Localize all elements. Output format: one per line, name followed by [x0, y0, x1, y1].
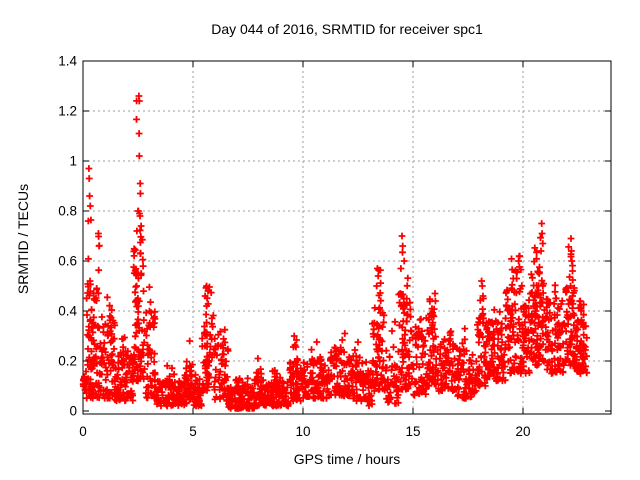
scatter-points-layer	[79, 92, 591, 412]
plot-frame	[82, 60, 612, 415]
chart-title: Day 044 of 2016, SRMTID for receiver spc…	[211, 21, 483, 37]
x-tick-label: 5	[189, 424, 197, 439]
y-tick-label: 1.2	[58, 104, 77, 119]
y-tick-label: 0.4	[58, 304, 77, 319]
x-tick-label: 20	[515, 424, 530, 439]
x-tick-label: 10	[295, 424, 310, 439]
y-tick-label: 0.6	[58, 254, 77, 269]
y-tick-label: 0	[69, 404, 77, 419]
y-axis-label: SRMTID / TECUs	[15, 184, 31, 294]
y-tick-label: 1.4	[58, 54, 77, 69]
x-tick-label: 15	[405, 424, 420, 439]
frame-layer	[82, 60, 612, 415]
y-tick-label: 1	[69, 154, 77, 169]
scatter-points	[79, 92, 591, 412]
x-tick-label: 0	[79, 424, 87, 439]
x-axis-label: GPS time / hours	[294, 451, 401, 467]
y-tick-label: 0.8	[58, 204, 77, 219]
tick-label-layer: 0 5 10 15 20 0 0.2 0.4 0.6 0.8 1 1.2 1.4	[58, 54, 530, 440]
y-tick-label: 0.2	[58, 354, 77, 369]
